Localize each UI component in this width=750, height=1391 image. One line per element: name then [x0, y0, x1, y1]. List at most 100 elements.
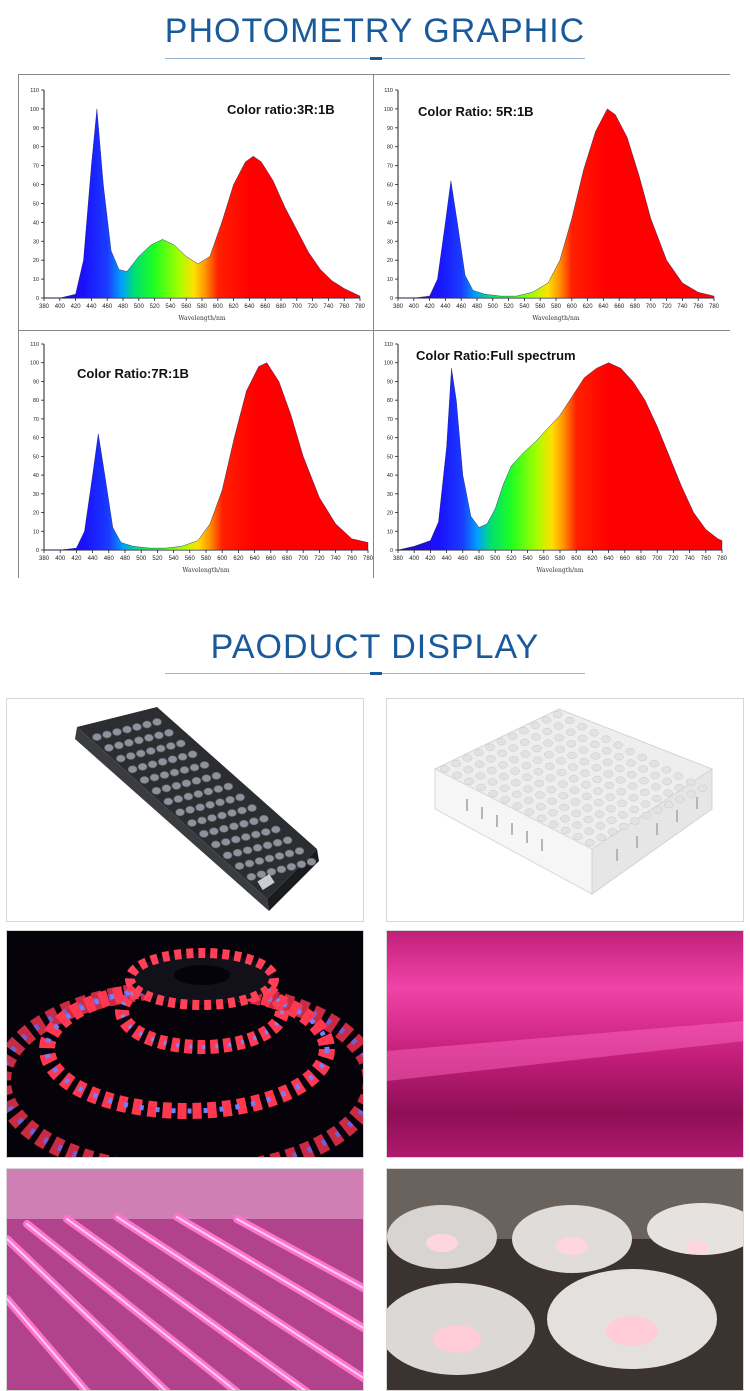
- led-lens: [601, 747, 612, 755]
- x-tick-label: 580: [197, 304, 208, 310]
- led-lens: [618, 811, 628, 819]
- led-lens: [260, 828, 271, 836]
- y-tick-label: 40: [387, 473, 393, 479]
- led-lens: [685, 778, 696, 786]
- led-lens: [496, 738, 507, 746]
- led-lens: [637, 753, 648, 762]
- led-lens: [641, 811, 652, 820]
- led-lens: [497, 749, 508, 757]
- x-tick-label: 480: [474, 556, 485, 562]
- y-tick-label: 60: [33, 436, 39, 442]
- title-accent-tick: [370, 672, 382, 675]
- x-tick-label: 500: [136, 556, 147, 562]
- led-lens: [464, 777, 475, 785]
- x-tick-label: 700: [652, 556, 663, 562]
- led-lens: [183, 792, 194, 801]
- x-tick-label: 700: [646, 304, 657, 310]
- photo-rectangular-led-grow-panel: [6, 698, 364, 922]
- x-tick-label: 540: [169, 556, 180, 562]
- y-tick-label: 30: [387, 239, 393, 245]
- led-lens: [564, 716, 575, 725]
- y-tick-label: 50: [387, 201, 393, 207]
- x-tick-label: 480: [118, 304, 129, 310]
- led-lens: [568, 763, 578, 771]
- led-lens: [144, 733, 154, 742]
- led-lens: [177, 752, 188, 761]
- led-lens: [146, 747, 156, 755]
- led-lens: [237, 806, 247, 815]
- x-axis-label: Wavelength/nm: [182, 567, 229, 574]
- led-lens: [234, 862, 245, 870]
- x-tick-label: 540: [519, 304, 530, 310]
- photometry-section-title: PHOTOMETRY GRAPHIC: [164, 12, 586, 50]
- frame-divider: [18, 330, 730, 331]
- led-lens: [570, 798, 581, 806]
- led-lens: [674, 783, 685, 792]
- led-lens: [126, 752, 136, 760]
- x-tick-label: 480: [472, 304, 483, 310]
- led-lens: [139, 776, 150, 784]
- y-tick-label: 90: [387, 379, 393, 385]
- led-lens: [568, 775, 579, 783]
- x-tick-label: 660: [260, 304, 271, 310]
- led-lens: [207, 814, 217, 822]
- led-lens: [555, 745, 565, 753]
- led-lens: [524, 808, 535, 816]
- title-accent-tick: [370, 57, 382, 60]
- y-tick-label: 30: [33, 239, 39, 245]
- x-tick-label: 780: [717, 556, 728, 562]
- led-lens: [227, 809, 237, 817]
- led-lens: [578, 746, 589, 754]
- x-tick-label: 540: [165, 304, 176, 310]
- y-tick-label: 100: [30, 107, 39, 113]
- photo-square-led-grow-panel: [386, 698, 744, 922]
- led-lens: [235, 793, 245, 802]
- display-section-title: PAODUCT DISPLAY: [210, 628, 540, 666]
- led-lens: [161, 784, 172, 793]
- led-lens: [584, 827, 594, 835]
- led-lens: [572, 833, 583, 841]
- x-tick-label: 680: [282, 556, 293, 562]
- led-lens: [581, 792, 592, 801]
- led-lens: [536, 814, 547, 822]
- led-lens: [249, 817, 259, 826]
- led-lens: [583, 815, 594, 824]
- led-lens: [239, 819, 249, 828]
- x-tick-label: 660: [620, 556, 631, 562]
- led-lens: [649, 760, 660, 768]
- led-lens: [498, 761, 508, 769]
- led-lens: [520, 750, 531, 758]
- led-lens: [498, 772, 509, 781]
- led-lens: [163, 797, 174, 806]
- led-lens: [225, 795, 235, 804]
- x-tick-label: 720: [662, 304, 673, 310]
- chart-title: Color Ratio:Full spectrum: [416, 348, 576, 363]
- spectrum-area: [44, 362, 369, 551]
- led-lens: [595, 822, 606, 830]
- led-lens: [613, 741, 623, 749]
- led-lens: [152, 718, 162, 726]
- led-lens: [189, 763, 200, 772]
- led-lens: [246, 872, 257, 881]
- led-lens: [589, 729, 599, 737]
- led-lens: [560, 826, 571, 835]
- x-tick-label: 460: [456, 304, 467, 310]
- led-lens: [173, 795, 184, 803]
- x-tick-label: 560: [535, 304, 546, 310]
- led-lens: [102, 730, 112, 739]
- y-tick-label: 110: [30, 342, 39, 348]
- led-lens: [697, 784, 708, 792]
- x-tick-label: 600: [571, 556, 582, 562]
- led-lens: [127, 765, 138, 774]
- x-tick-label: 460: [102, 304, 113, 310]
- led-lens: [112, 728, 122, 736]
- led-lens: [185, 805, 195, 814]
- x-tick-label: 640: [598, 304, 609, 310]
- led-lens: [509, 755, 520, 764]
- x-tick-label: 380: [39, 556, 50, 562]
- x-tick-label: 560: [185, 556, 196, 562]
- y-tick-label: 0: [36, 548, 39, 554]
- led-lens: [244, 859, 255, 868]
- x-tick-label: 440: [440, 304, 451, 310]
- led-lens: [282, 836, 293, 845]
